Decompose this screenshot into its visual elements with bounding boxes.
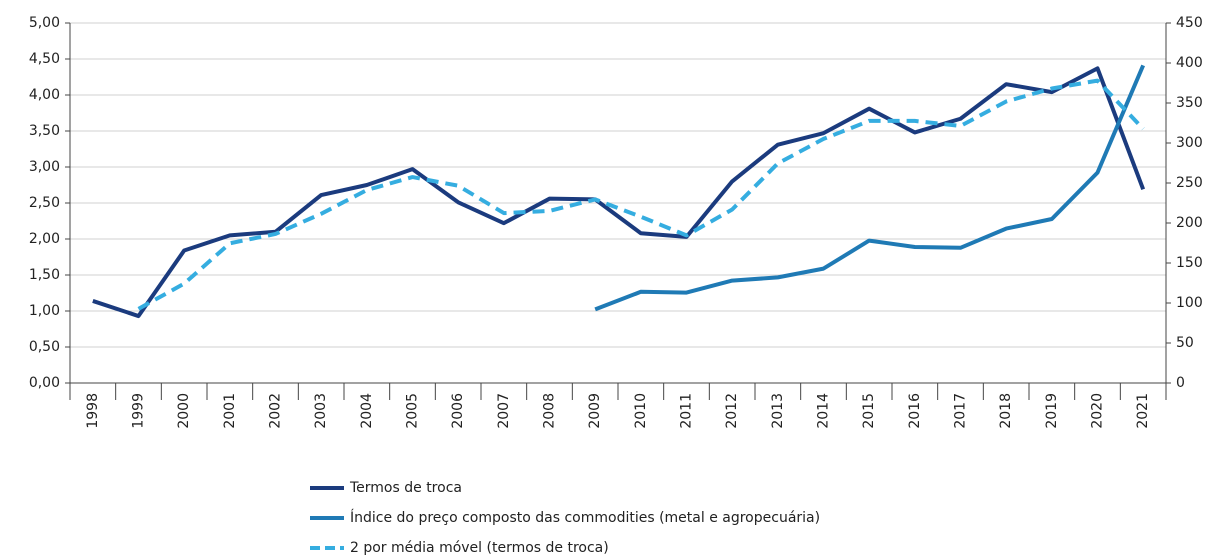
y-tick-label: 3,50 (29, 123, 60, 139)
x-tick-label: 2007 (496, 393, 512, 429)
x-tick-label: 2012 (724, 393, 740, 429)
x-tick-label: 2011 (679, 393, 695, 429)
y-tick-label: 3,00 (29, 159, 60, 175)
y-tick-label: 1,00 (29, 303, 60, 319)
y2-tick-label: 50 (1176, 335, 1194, 351)
x-tick-label: 2018 (998, 393, 1014, 429)
y2-tick-label: 150 (1176, 255, 1203, 271)
x-tick-label: 2017 (953, 393, 969, 429)
x-tick-label: 2006 (450, 393, 466, 429)
legend-label: Termos de troca (349, 480, 462, 496)
y2-tick-label: 450 (1176, 15, 1203, 31)
x-tick-label: 1999 (131, 393, 147, 429)
series-line (594, 64, 1146, 312)
legend-label: 2 por média móvel (termos de troca) (350, 540, 609, 556)
y-tick-label: 5,00 (29, 15, 60, 31)
y2-tick-label: 300 (1176, 135, 1203, 151)
x-tick-label: 2001 (222, 393, 238, 429)
x-tick-label: 1998 (85, 393, 101, 429)
x-tick-label: 2005 (405, 393, 421, 429)
y2-tick-label: 0 (1176, 375, 1185, 391)
x-tick-label: 2000 (176, 393, 192, 429)
y2-tick-label: 200 (1176, 215, 1203, 231)
y2-tick-label: 100 (1176, 295, 1203, 311)
x-tick-label: 2019 (1044, 393, 1060, 429)
x-tick-label: 2010 (633, 393, 649, 429)
x-tick-label: 2014 (816, 393, 832, 429)
y2-tick-label: 400 (1176, 55, 1203, 71)
y-tick-label: 4,00 (29, 87, 60, 103)
x-tick-label: 2004 (359, 393, 375, 429)
x-tick-label: 2015 (861, 393, 877, 429)
x-tick-label: 2013 (770, 393, 786, 429)
series-line (92, 66, 1146, 319)
y-tick-label: 0,50 (29, 339, 60, 355)
x-tick-label: 2016 (907, 393, 923, 429)
x-tick-label: 2009 (587, 393, 603, 429)
x-tick-label: 2020 (1090, 393, 1106, 429)
y-tick-label: 4,50 (29, 51, 60, 67)
y-tick-label: 2,00 (29, 231, 60, 247)
x-tick-label: 2003 (313, 393, 329, 429)
x-tick-label: 2002 (268, 393, 284, 429)
legend-label: Índice do preço composto das commodities… (350, 509, 820, 526)
x-tick-label: 2021 (1135, 393, 1151, 429)
y2-tick-label: 250 (1176, 175, 1203, 191)
y-tick-label: 0,00 (29, 375, 60, 391)
y-tick-label: 1,50 (29, 267, 60, 283)
y-tick-label: 2,50 (29, 195, 60, 211)
x-tick-label: 2008 (542, 393, 558, 429)
series-line (137, 78, 1145, 311)
y2-tick-label: 350 (1176, 95, 1203, 111)
